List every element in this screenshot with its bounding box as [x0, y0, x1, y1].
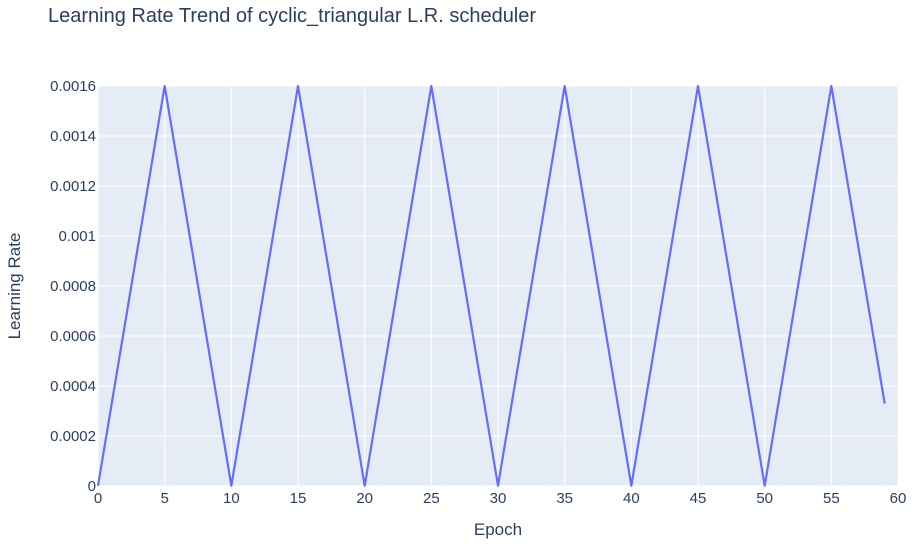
y-tick-label: 0.001 — [58, 228, 96, 245]
x-tick-label: 30 — [490, 490, 507, 507]
y-tick-label: 0 — [88, 478, 96, 495]
x-tick-label: 0 — [94, 490, 102, 507]
chart-title: Learning Rate Trend of cyclic_triangular… — [48, 5, 537, 27]
x-tick-label: 60 — [890, 490, 907, 507]
y-tick-label: 0.0014 — [50, 128, 96, 145]
tick-layer: 0 5 10 15 20 25 30 35 40 45 50 55 60 0 0.0002 0.0004 0.0… — [50, 78, 906, 507]
x-tick-label: 5 — [160, 490, 168, 507]
x-tick-label: 25 — [423, 490, 440, 507]
series-layer — [96, 84, 886, 487]
x-axis-label: Epoch — [474, 520, 522, 539]
x-tick-label: 10 — [223, 490, 240, 507]
y-tick-label: 0.0008 — [50, 278, 96, 295]
x-tick-label: 55 — [823, 490, 840, 507]
x-tick-label: 35 — [556, 490, 573, 507]
grid-layer — [97, 85, 899, 487]
y-tick-label: 0.0004 — [50, 378, 96, 395]
learning-rate-line — [96, 84, 886, 487]
y-axis-label: Learning Rate — [5, 233, 24, 340]
y-tick-label: 0.0016 — [50, 78, 96, 95]
x-tick-label: 50 — [756, 490, 773, 507]
y-tick-label: 0.0012 — [50, 178, 96, 195]
y-tick-label: 0.0002 — [50, 428, 96, 445]
x-tick-label: 40 — [623, 490, 640, 507]
x-tick-label: 15 — [290, 490, 307, 507]
x-tick-label: 20 — [356, 490, 373, 507]
x-tick-label: 45 — [690, 490, 707, 507]
y-tick-label: 0.0006 — [50, 328, 96, 345]
